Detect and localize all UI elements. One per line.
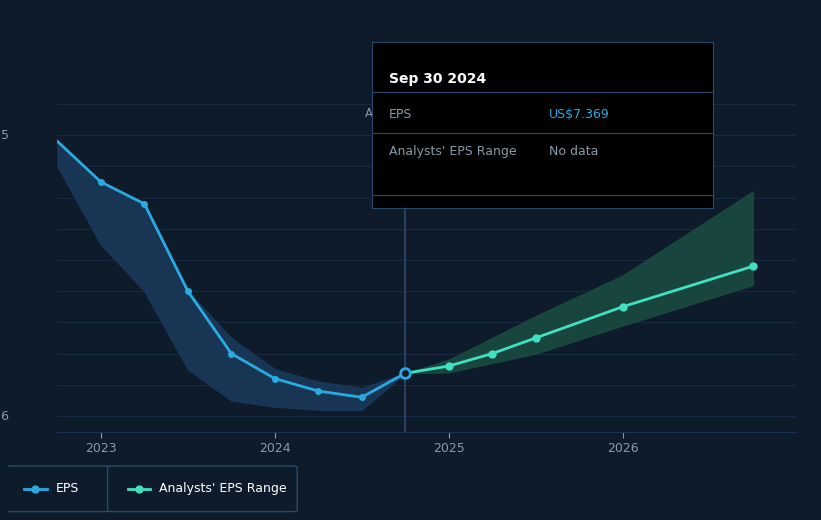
Text: Analysts' EPS Range: Analysts' EPS Range (389, 145, 516, 158)
Text: No data: No data (549, 145, 599, 158)
FancyBboxPatch shape (108, 466, 297, 512)
Text: Analysts Forecasts: Analysts Forecasts (419, 107, 529, 120)
Text: Actual: Actual (365, 107, 401, 120)
Text: US$6: US$6 (0, 409, 10, 422)
Text: Analysts' EPS Range: Analysts' EPS Range (159, 483, 287, 495)
Text: EPS: EPS (389, 108, 412, 121)
FancyBboxPatch shape (3, 466, 112, 512)
Text: US$15: US$15 (0, 128, 10, 141)
Text: US$7.369: US$7.369 (549, 108, 610, 121)
Text: Sep 30 2024: Sep 30 2024 (389, 72, 486, 86)
Text: EPS: EPS (56, 483, 79, 495)
